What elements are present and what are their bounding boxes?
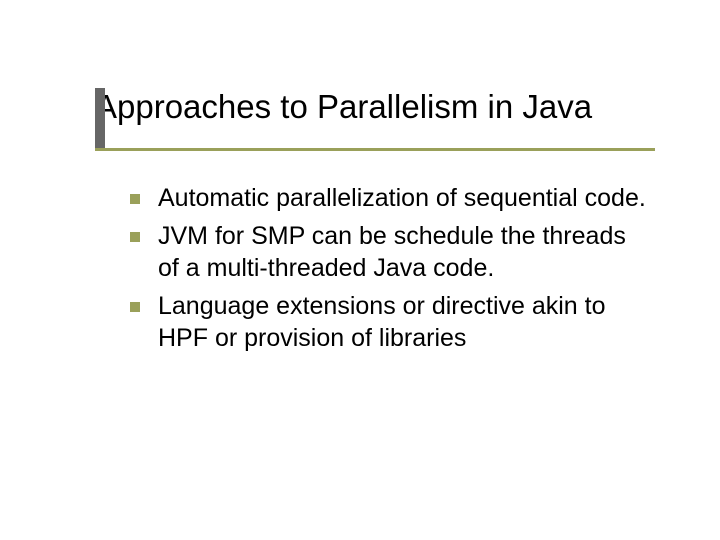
slide-body: Automatic parallelization of sequential … <box>130 182 650 360</box>
title-vertical-rule <box>95 88 105 148</box>
list-item: Language extensions or directive akin to… <box>130 290 650 354</box>
list-item-text: Language extensions or directive akin to… <box>158 290 650 354</box>
list-item-text: JVM for SMP can be schedule the threads … <box>158 220 650 284</box>
list-item: Automatic parallelization of sequential … <box>130 182 650 214</box>
title-underline <box>95 148 655 151</box>
list-item-text: Automatic parallelization of sequential … <box>158 182 646 214</box>
bullet-square-icon <box>130 232 140 242</box>
bullet-square-icon <box>130 302 140 312</box>
slide: Approaches to Parallelism in Java Automa… <box>0 0 720 540</box>
title-block: Approaches to Parallelism in Java <box>95 88 592 126</box>
bullet-square-icon <box>130 194 140 204</box>
slide-title: Approaches to Parallelism in Java <box>95 88 592 126</box>
list-item: JVM for SMP can be schedule the threads … <box>130 220 650 284</box>
